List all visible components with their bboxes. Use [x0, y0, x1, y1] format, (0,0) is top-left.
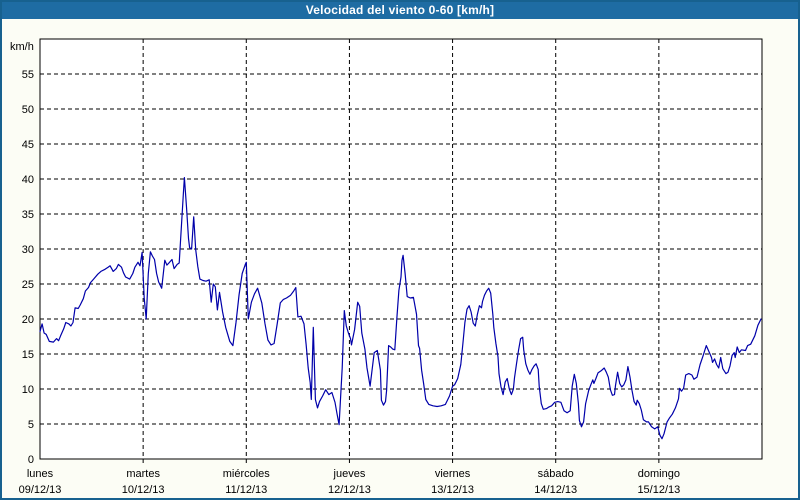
day-name-label: sábado: [538, 468, 574, 480]
day-date-label: 13/12/13: [431, 484, 474, 496]
wind-speed-line: [39, 177, 762, 440]
window-title-bar: Velocidad del viento 0-60 [km/h]: [2, 2, 798, 19]
y-tick-label: 5: [28, 419, 34, 431]
day-name-label: martes: [126, 468, 160, 480]
day-date-label: 10/12/13: [122, 484, 165, 496]
day-date-label: 15/12/13: [637, 484, 680, 496]
y-tick-label: 15: [22, 349, 34, 361]
y-tick-label: 20: [22, 314, 34, 326]
y-tick-label: 50: [22, 104, 34, 116]
vertical-gridlines: [142, 39, 660, 466]
y-tick-label: 25: [22, 279, 34, 291]
day-name-label: lunes: [27, 468, 54, 480]
day-name-label: viernes: [435, 468, 471, 480]
chart-title: Velocidad del viento 0-60 [km/h]: [305, 3, 495, 17]
day-date-label: 12/12/13: [328, 484, 371, 496]
day-date-label: 14/12/13: [534, 484, 577, 496]
day-name-label: jueves: [333, 468, 366, 480]
y-tick-label: 55: [22, 69, 34, 81]
y-tick-label: 0: [28, 454, 34, 466]
day-date-label: 11/12/13: [225, 484, 267, 496]
day-name-label: domingo: [638, 468, 680, 480]
x-axis-labels: lunes 09/12/13 martes 10/12/13 miércoles 11/1…: [19, 468, 681, 496]
y-tick-label: 30: [22, 244, 34, 256]
day-name-label: miércoles: [223, 468, 271, 480]
day-date-label: 09/12/13: [19, 484, 62, 496]
y-axis-labels: 0 5 10 15 20 25 30 35 40 45 50 55 km/h: [10, 41, 34, 466]
wind-speed-chart: 0 5 10 15 20 25 30 35 40 45 50 55 km/h lunes 09/12/13 m…: [10, 38, 763, 496]
y-axis-unit-label: km/h: [10, 41, 34, 53]
y-tick-label: 35: [22, 209, 34, 221]
horizontal-gridlines: [40, 73, 762, 425]
plot-frame: [39, 38, 763, 460]
y-tick-label: 45: [22, 139, 34, 151]
y-tick-label: 10: [22, 384, 34, 396]
y-tick-label: 40: [22, 174, 34, 186]
